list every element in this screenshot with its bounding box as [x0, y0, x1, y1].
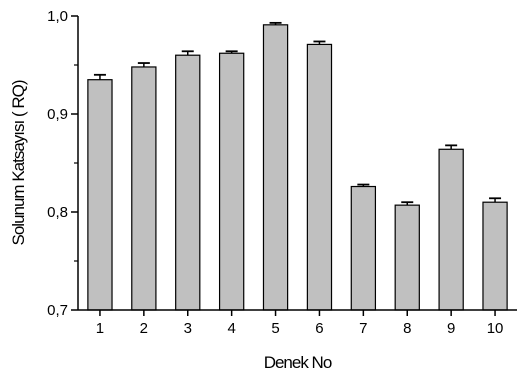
bar [175, 54, 201, 311]
y-tick-label: 0,9 [47, 106, 68, 123]
x-tick-label: 10 [487, 320, 504, 337]
bar [218, 52, 245, 311]
x-tick-label: 2 [140, 320, 148, 337]
x-tick-label: 6 [315, 320, 323, 337]
bar [394, 204, 420, 311]
bars-group [87, 24, 508, 311]
y-tick-label: 1,0 [47, 8, 68, 25]
x-tick-label: 9 [447, 320, 455, 337]
bar [438, 148, 464, 311]
error-bars-group [93, 21, 502, 206]
y-axis-title: Solunum Katsayısı ( RQ) [9, 80, 28, 245]
bar [482, 201, 508, 311]
x-tick-label: 8 [403, 320, 411, 337]
x-ticks-group: 1 2 3 4 5 6 7 8 9 10 [96, 310, 504, 337]
x-tick-label: 4 [227, 320, 235, 337]
y-tick-label: 0,8 [47, 204, 68, 221]
x-tick-label: 1 [96, 320, 104, 337]
x-tick-label: 7 [359, 320, 367, 337]
bar [262, 24, 289, 311]
bar [350, 185, 377, 311]
y-tick-label: 0,7 [47, 302, 68, 319]
bar [306, 43, 333, 311]
x-tick-label: 3 [184, 320, 192, 337]
y-ticks-group: 0,7 0,8 0,9 1,0 [47, 8, 78, 319]
x-tick-label: 5 [271, 320, 279, 337]
bar [87, 79, 113, 311]
x-axis-title: Denek No [264, 353, 332, 372]
bar [131, 66, 157, 311]
